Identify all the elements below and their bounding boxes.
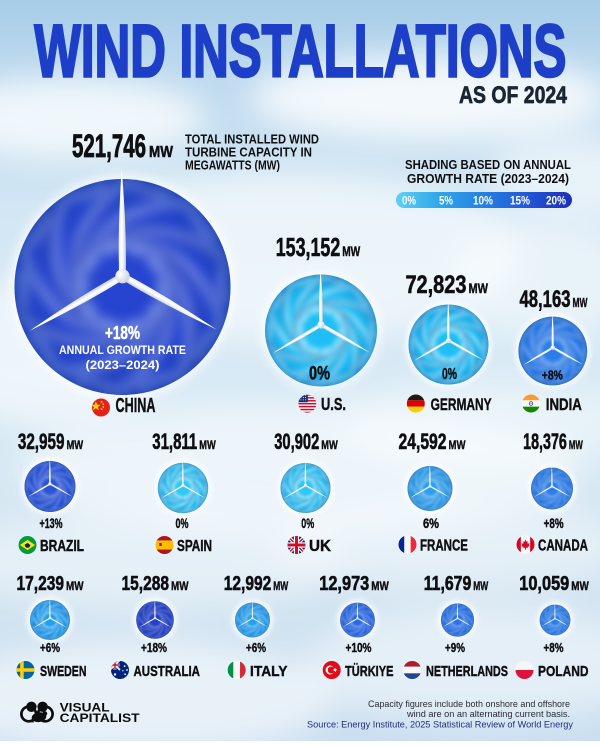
svg-text:5%: 5% [439,194,453,208]
svg-text:15,288: 15,288 [122,572,170,595]
svg-text:+6%: +6% [246,640,266,655]
svg-text:SWEDEN: SWEDEN [40,663,87,680]
svg-text:+8%: +8% [542,367,563,382]
svg-text:48,163: 48,163 [520,286,571,313]
svg-text:18,376: 18,376 [523,429,567,454]
svg-text:MW: MW [171,579,189,593]
svg-text:+13%: +13% [40,516,63,531]
svg-text:0%: 0% [176,516,189,531]
svg-text:+8%: +8% [544,640,564,655]
svg-text:12,992: 12,992 [224,572,272,595]
svg-text:SHADING BASED ON ANNUAL: SHADING BASED ON ANNUAL [405,157,571,172]
svg-text:MW: MW [468,281,488,296]
svg-text:WIND INSTALLATIONS: WIND INSTALLATIONS [34,10,566,93]
svg-text:12,973: 12,973 [319,572,369,595]
svg-text:TOTAL INSTALLED WIND: TOTAL INSTALLED WIND [185,133,319,147]
svg-text:0%: 0% [309,364,330,385]
svg-text:SPAIN: SPAIN [177,538,212,555]
svg-text:U.S.: U.S. [321,394,346,414]
svg-text:+18%: +18% [141,640,167,655]
svg-text:(2023–2024): (2023–2024) [86,358,160,372]
svg-text:MW: MW [569,438,583,452]
svg-text:24,592: 24,592 [399,429,447,454]
svg-text:17,239: 17,239 [17,572,65,595]
svg-text:153,152: 153,152 [276,232,341,262]
svg-text:32,959: 32,959 [18,429,65,454]
svg-text:GROWTH RATE (2023–2024): GROWTH RATE (2023–2024) [407,171,569,186]
svg-text:MW: MW [321,438,338,452]
svg-text:MW: MW [66,579,84,593]
svg-text:VISUAL: VISUAL [60,703,110,715]
svg-text:MW: MW [199,438,216,452]
svg-text:521,746: 521,746 [72,128,146,164]
svg-text:+10%: +10% [346,640,372,655]
svg-text:POLAND: POLAND [538,663,589,680]
svg-text:MW: MW [371,579,389,593]
svg-text:MW: MW [573,295,588,310]
svg-text:CAPITALIST: CAPITALIST [60,713,140,725]
svg-text:15%: 15% [510,194,530,208]
svg-text:MW: MW [571,579,589,593]
svg-text:72,823: 72,823 [405,271,466,299]
svg-text:MW: MW [66,438,83,452]
svg-text:6%: 6% [423,516,439,531]
svg-text:wind are on an alternating cur: wind are on an alternating current basis… [406,709,570,719]
svg-text:ITALY: ITALY [250,663,288,680]
svg-text:20%: 20% [546,194,566,208]
svg-text:ANNUAL GROWTH RATE: ANNUAL GROWTH RATE [59,343,186,357]
svg-text:MEGAWATTS (MW): MEGAWATTS (MW) [185,158,280,172]
svg-text:TÜRKIYE: TÜRKIYE [345,663,394,680]
svg-text:0%: 0% [301,516,314,531]
svg-text:NETHERLANDS: NETHERLANDS [426,663,508,680]
svg-text:10,059: 10,059 [519,572,569,595]
svg-text:GERMANY: GERMANY [431,395,492,414]
svg-text:0%: 0% [442,366,457,383]
svg-text:Source: Energy Institute, 2025: Source: Energy Institute, 2025 Statistic… [307,720,573,730]
svg-text:BRAZIL: BRAZIL [40,538,84,555]
svg-text:MW: MW [342,244,360,259]
svg-text:+18%: +18% [105,323,140,343]
svg-text:0%: 0% [402,194,416,208]
svg-text:MW: MW [273,579,288,593]
svg-text:31,811: 31,811 [152,429,197,454]
svg-text:MW: MW [449,438,467,452]
svg-text:11,679: 11,679 [424,572,472,595]
svg-text:AS OF 2024: AS OF 2024 [459,82,568,109]
svg-text:AUSTRALIA: AUSTRALIA [134,663,201,680]
svg-text:UK: UK [309,538,332,555]
svg-text:MW: MW [149,144,173,161]
svg-text:Capacity figures include both: Capacity figures include both onshore an… [368,699,570,709]
svg-text:30,902: 30,902 [274,429,319,454]
svg-text:MW: MW [473,579,488,593]
svg-text:CANADA: CANADA [538,538,588,555]
svg-text:CHINA: CHINA [116,395,156,417]
svg-text:TURBINE CAPACITY IN: TURBINE CAPACITY IN [185,146,312,160]
svg-text:+9%: +9% [445,640,465,655]
svg-text:FRANCE: FRANCE [420,538,468,555]
svg-text:INDIA: INDIA [546,395,582,414]
svg-text:10%: 10% [473,194,493,208]
svg-text:+6%: +6% [40,640,60,655]
svg-text:+8%: +8% [544,516,564,531]
